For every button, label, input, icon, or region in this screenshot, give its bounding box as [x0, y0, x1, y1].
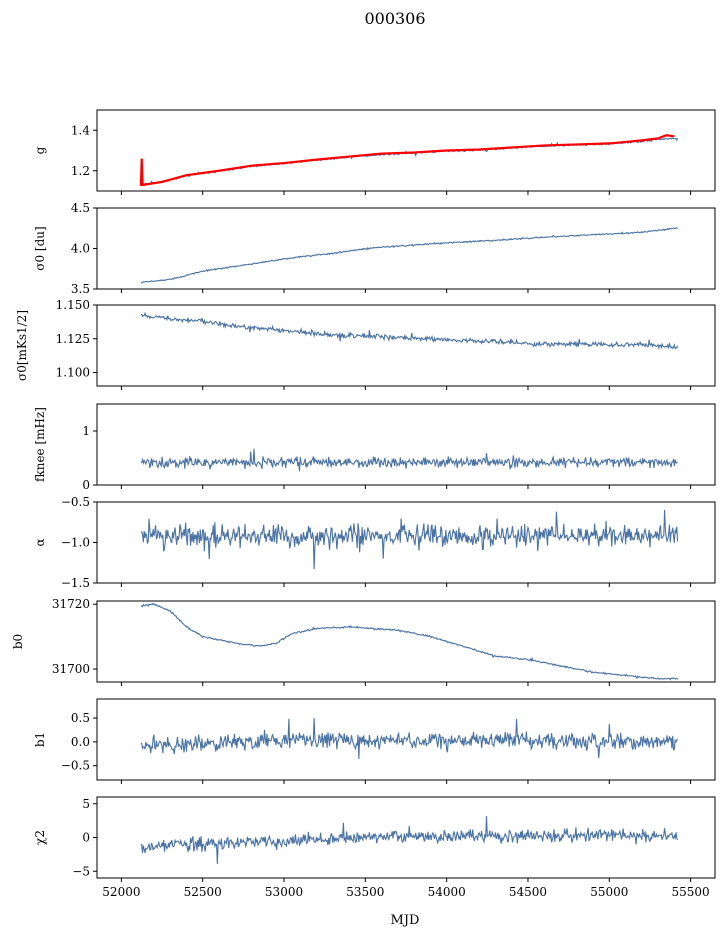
panel-frame: [96, 109, 716, 192]
panel-fknee: 0 1 fknee [mHz]: [33, 403, 716, 492]
y-axis-label-alpha: α: [33, 538, 47, 546]
panel-sigma0_du: 3.5 4.0 4.5 σ0 [du]: [33, 201, 716, 296]
series-line-sigma0_du: [140, 227, 678, 284]
y-tick-label: −0.5: [61, 495, 90, 509]
panel-frame: [96, 600, 716, 683]
y-tick-label: 1.4: [71, 123, 90, 137]
x-tick-label: 55000: [590, 885, 628, 899]
series-line-g: [140, 137, 679, 187]
y-tick-label: 3.5: [71, 282, 90, 296]
panel-b1: −0.5 0.0 0.5 b1: [33, 698, 716, 784]
y-axis-label-sigma0_du: σ0 [du]: [33, 226, 47, 270]
y-axis-label-sigma0_mks: σ0[mKs1/2]: [15, 310, 29, 381]
x-tick-label: 54000: [428, 885, 466, 899]
y-tick-label: 0.0: [71, 735, 90, 749]
series-line-chi2: [140, 816, 679, 864]
panels: 1.2 1.4 g 3.5 4.0 4.5 σ0 [du] 1.100 1.125 1.150 σ0…: [11, 109, 716, 899]
y-tick-label: −1.0: [61, 536, 90, 550]
panel-frame: [96, 403, 716, 486]
panel-chi2: −5 0 5 52000 52500 53000 53500 54000 54500 55000 5…: [33, 796, 716, 899]
series-line-fknee: [140, 448, 678, 472]
x-tick-label: 53000: [265, 885, 303, 899]
y-axis-label-b1: b1: [33, 732, 47, 747]
panel-alpha: −1.5 −1.0 −0.5 α: [33, 495, 716, 590]
y-tick-label: −0.5: [61, 759, 90, 773]
panel-frame: [96, 207, 716, 290]
panel-frame: [96, 304, 716, 387]
x-tick-label: 53500: [346, 885, 384, 899]
y-tick-label: 1: [82, 424, 90, 438]
panel-frame: [96, 698, 716, 781]
panel-sigma0_mks: 1.100 1.125 1.150 σ0[mKs1/2]: [15, 298, 716, 390]
y-tick-label: 1.2: [71, 164, 90, 178]
overlay-line-g: [139, 134, 675, 187]
y-tick-label: 1.150: [56, 298, 90, 312]
y-tick-label: −5: [72, 864, 90, 878]
y-tick-label: 1.100: [56, 366, 90, 380]
panel-g: 1.2 1.4 g: [33, 109, 716, 195]
y-tick-label: 1.125: [56, 332, 90, 346]
y-tick-label: 0: [82, 831, 90, 845]
y-tick-label: 0: [82, 478, 90, 492]
series-line-b0: [140, 602, 679, 681]
x-tick-label: 54500: [509, 885, 547, 899]
series-line-alpha: [140, 509, 679, 570]
panel-b0: 31700 31720 b0: [11, 597, 716, 686]
x-tick-label: 52000: [102, 885, 140, 899]
y-tick-label: 4.0: [71, 242, 90, 256]
y-axis-label-fknee: fknee [mHz]: [33, 407, 47, 482]
series-line-b1: [140, 718, 679, 760]
y-tick-label: 5: [82, 797, 90, 811]
y-tick-label: 4.5: [71, 201, 90, 215]
series-line-sigma0_mks: [140, 311, 679, 351]
y-tick-label: −1.5: [61, 576, 90, 590]
y-axis-label-chi2: χ2: [33, 830, 47, 845]
figure-title: 000306: [364, 9, 425, 28]
x-tick-label: 55500: [672, 885, 710, 899]
x-tick-label: 52500: [184, 885, 222, 899]
x-axis-label: MJD: [391, 913, 420, 928]
y-axis-label-b0: b0: [11, 634, 25, 649]
y-axis-label-g: g: [33, 146, 47, 154]
y-tick-label: 31720: [52, 597, 90, 611]
y-tick-label: 0.5: [71, 711, 90, 725]
y-tick-label: 31700: [52, 662, 90, 676]
